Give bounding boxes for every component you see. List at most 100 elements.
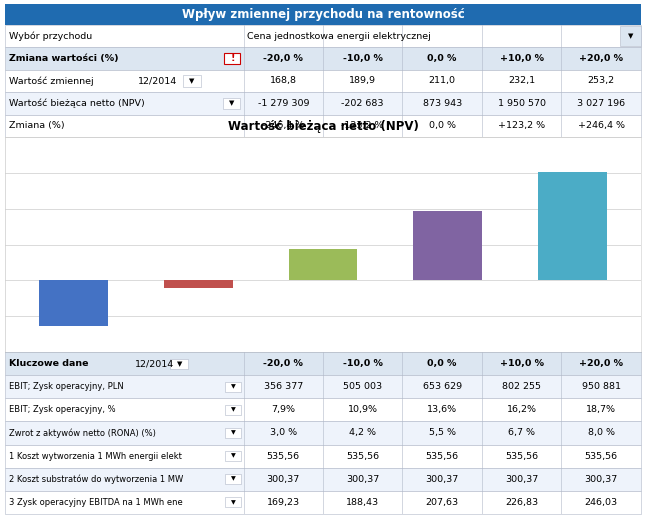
Text: ▼: ▼ (176, 361, 182, 367)
Text: 7,9%: 7,9% (271, 406, 295, 414)
Bar (5, 114, 641, 137)
Text: 802 255: 802 255 (502, 382, 541, 391)
Bar (183, 75, 201, 87)
Text: 253,2: 253,2 (588, 77, 614, 85)
Text: 232,1: 232,1 (508, 77, 535, 85)
Text: 3 Zysk operacyjny EBITDA na 1 MWh ene: 3 Zysk operacyjny EBITDA na 1 MWh ene (9, 498, 183, 507)
Text: 3,0 %: 3,0 % (270, 428, 297, 438)
Bar (5, 444, 641, 468)
Text: 535,56: 535,56 (505, 452, 538, 461)
Text: ▼: ▼ (231, 430, 235, 436)
Text: 1 Koszt wytworzenia 1 MWh energii elekt: 1 Koszt wytworzenia 1 MWh energii elekt (9, 452, 182, 461)
Bar (225, 405, 241, 415)
Text: 188,43: 188,43 (346, 498, 379, 507)
Text: 13,6%: 13,6% (427, 406, 457, 414)
Text: 12/2014: 12/2014 (138, 77, 178, 85)
Text: 246,03: 246,03 (585, 498, 618, 507)
Text: Wartość zmiennej: Wartość zmiennej (9, 76, 94, 86)
Text: 169,23: 169,23 (267, 498, 300, 507)
Bar (289, 249, 357, 280)
Bar (224, 52, 240, 64)
Text: Cena jednostkowa energii elektrycznej: Cena jednostkowa energii elektrycznej (247, 32, 430, 40)
Text: ▼: ▼ (189, 78, 194, 84)
Text: 10,9%: 10,9% (348, 406, 378, 414)
Text: Zmiana wartości (%): Zmiana wartości (%) (9, 54, 119, 63)
Bar (538, 172, 607, 280)
Text: -1 279 309: -1 279 309 (258, 99, 309, 108)
Text: 505 003: 505 003 (343, 382, 382, 391)
Text: 535,56: 535,56 (426, 452, 459, 461)
Text: 18,7%: 18,7% (586, 406, 616, 414)
Text: -246,4 %: -246,4 % (262, 121, 304, 131)
Text: 300,37: 300,37 (505, 474, 538, 484)
Bar (621, 26, 641, 46)
Text: 653 629: 653 629 (422, 382, 462, 391)
Text: 3 027 196: 3 027 196 (577, 99, 625, 108)
Bar (164, 280, 233, 288)
Text: Wpływ zmiennej przychodu na rentowność: Wpływ zmiennej przychodu na rentowność (182, 8, 464, 21)
Text: 0,0 %: 0,0 % (428, 359, 457, 368)
Text: +20,0 %: +20,0 % (579, 359, 623, 368)
Bar (225, 428, 241, 438)
Text: 0,0 %: 0,0 % (429, 121, 455, 131)
Text: 8,0 %: 8,0 % (588, 428, 614, 438)
Text: ▼: ▼ (231, 407, 235, 412)
Text: 0,0 %: 0,0 % (428, 54, 457, 63)
Text: 300,37: 300,37 (585, 474, 618, 484)
Text: ▼: ▼ (231, 384, 235, 390)
Text: 4,2 %: 4,2 % (349, 428, 376, 438)
Bar (5, 398, 641, 422)
Title: Wartość bieżąca netto (NPV): Wartość bieżąca netto (NPV) (227, 120, 419, 133)
Bar (171, 358, 188, 369)
Text: EBIT; Zysk operacyjny, %: EBIT; Zysk operacyjny, % (9, 406, 116, 414)
Text: 6,7 %: 6,7 % (508, 428, 535, 438)
Text: 211,0: 211,0 (429, 77, 455, 85)
Text: 189,9: 189,9 (349, 77, 376, 85)
Bar (5, 375, 641, 398)
Bar (225, 474, 241, 484)
Text: Wybór przychodu: Wybór przychodu (9, 31, 92, 41)
Text: -202 683: -202 683 (342, 99, 384, 108)
Bar (5, 491, 641, 514)
Text: +20,0 %: +20,0 % (579, 54, 623, 63)
Bar (225, 382, 241, 392)
Text: +123,2 %: +123,2 % (498, 121, 545, 131)
Text: +246,4 %: +246,4 % (578, 121, 625, 131)
Text: -10,0 %: -10,0 % (343, 54, 382, 63)
Bar (39, 280, 108, 326)
Bar (5, 25, 641, 47)
Text: 12/2014: 12/2014 (135, 359, 174, 368)
Bar (413, 211, 482, 280)
Text: 535,56: 535,56 (585, 452, 618, 461)
Text: 300,37: 300,37 (346, 474, 379, 484)
Text: EBIT; Zysk operacyjny, PLN: EBIT; Zysk operacyjny, PLN (9, 382, 124, 391)
Text: ▼: ▼ (628, 33, 633, 39)
Text: 300,37: 300,37 (267, 474, 300, 484)
Bar (225, 451, 241, 461)
Text: 950 881: 950 881 (581, 382, 621, 391)
Text: -123,2 %: -123,2 % (342, 121, 384, 131)
Bar (5, 422, 641, 444)
Text: 207,63: 207,63 (426, 498, 459, 507)
Text: Kluczowe dane: Kluczowe dane (9, 359, 89, 368)
Text: 356 377: 356 377 (264, 382, 303, 391)
Text: 873 943: 873 943 (422, 99, 462, 108)
Bar (5, 352, 641, 375)
Text: -20,0 %: -20,0 % (264, 54, 303, 63)
Text: 1 950 570: 1 950 570 (497, 99, 546, 108)
Text: 5,5 %: 5,5 % (429, 428, 455, 438)
Text: +10,0 %: +10,0 % (499, 54, 544, 63)
Text: Zwrot z aktywów netto (RONA) (%): Zwrot z aktywów netto (RONA) (%) (9, 428, 156, 438)
Text: 226,83: 226,83 (505, 498, 538, 507)
Text: 300,37: 300,37 (426, 474, 459, 484)
Bar (5, 47, 641, 70)
Bar (5, 4, 641, 25)
Bar (223, 97, 240, 109)
Text: 535,56: 535,56 (267, 452, 300, 461)
Text: !: ! (230, 53, 234, 64)
Text: 2 Koszt substratów do wytworzenia 1 MW: 2 Koszt substratów do wytworzenia 1 MW (9, 474, 183, 484)
Bar (5, 70, 641, 92)
Text: ▼: ▼ (231, 500, 235, 505)
Bar (5, 92, 641, 114)
Text: 16,2%: 16,2% (506, 406, 537, 414)
